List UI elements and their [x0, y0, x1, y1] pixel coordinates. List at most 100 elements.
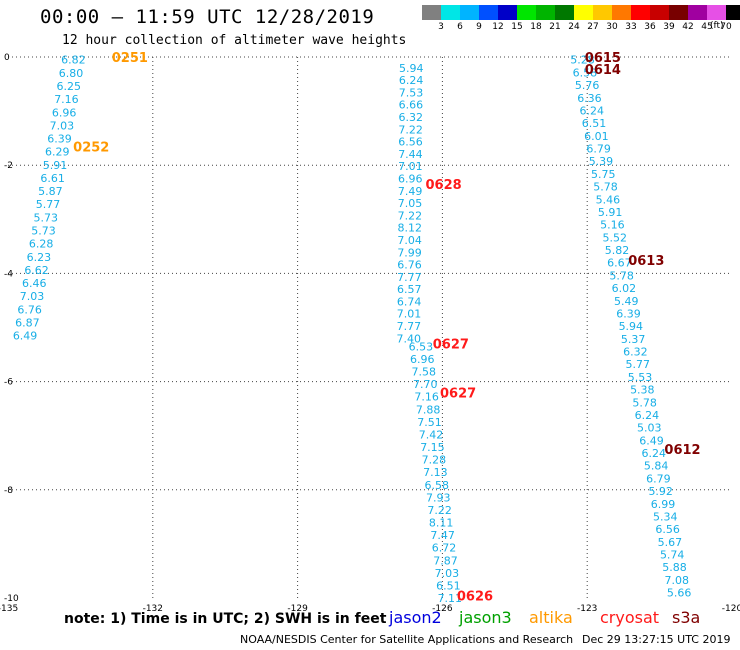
wave-height-value: 7.22 — [427, 504, 452, 517]
wave-height-value: 6.56 — [655, 523, 680, 536]
wave-height-value: 7.58 — [412, 366, 437, 379]
wave-height-value: 5.66 — [667, 587, 692, 600]
wave-height-value: 5.53 — [628, 371, 653, 384]
color-scale-label: 42 — [682, 22, 694, 32]
wave-height-value: 7.93 — [426, 491, 451, 504]
wave-height-value: 6.39 — [47, 133, 72, 146]
wave-height-value: 6.79 — [586, 143, 611, 156]
wave-height-value: 6.24 — [635, 409, 660, 422]
wave-height-value: 7.03 — [50, 119, 75, 132]
color-swatch — [441, 5, 460, 20]
wave-height-value: 7.16 — [414, 391, 439, 404]
pass-time-label: 0627 — [433, 338, 469, 353]
wave-height-value: 5.77 — [36, 198, 61, 211]
wave-height-value: 7.22 — [398, 123, 423, 136]
wave-height-value: 7.28 — [422, 454, 447, 467]
wave-height-value: 8.11 — [429, 517, 454, 530]
wave-height-value: 7.99 — [397, 246, 422, 259]
wave-height-value: 5.74 — [660, 549, 685, 562]
wave-height-value: 6.58 — [573, 66, 598, 79]
color-swatch — [498, 5, 517, 20]
color-swatch — [460, 5, 479, 20]
wave-height-value: 5.03 — [637, 422, 662, 435]
wave-height-value: 6.39 — [616, 307, 641, 320]
wave-height-value: 7.03 — [435, 567, 460, 580]
color-scale-label: 70 — [720, 22, 732, 32]
wave-height-value: 5.73 — [34, 211, 59, 224]
wave-height-value: 7.03 — [20, 290, 45, 303]
wave-height-value: 6.96 — [398, 172, 423, 185]
wave-height-value: 7.01 — [397, 308, 422, 321]
x-tick-label: -120 — [722, 604, 740, 614]
color-scale-label: 3 — [438, 22, 444, 32]
wave-height-value: 6.36 — [577, 92, 602, 105]
wave-height-value: 7.01 — [398, 160, 423, 173]
wave-height-value: 6.57 — [397, 283, 422, 296]
satellite-legend-item: altika — [529, 608, 573, 627]
color-swatch — [479, 5, 498, 20]
wave-height-value: 6.62 — [24, 264, 49, 277]
color-swatch — [688, 5, 707, 20]
y-tick-label: -8 — [4, 486, 13, 496]
wave-height-value: 6.76 — [17, 303, 42, 316]
wave-height-value: 5.77 — [625, 358, 650, 371]
wave-height-value: 6.32 — [623, 346, 648, 359]
wave-height-value: 6.46 — [22, 277, 47, 290]
color-scale-label: 18 — [530, 22, 542, 32]
wave-height-value: 6.56 — [398, 136, 423, 149]
color-swatch — [631, 5, 650, 20]
color-swatch — [707, 5, 726, 20]
wave-height-value: 7.49 — [398, 185, 423, 198]
wave-height-value: 7.88 — [416, 403, 441, 416]
pass-time-label: 0628 — [426, 178, 462, 193]
wave-height-value: 6.87 — [15, 316, 40, 329]
x-tick-label: -123 — [577, 604, 597, 614]
wave-height-value: 6.24 — [399, 74, 424, 87]
wave-height-value: 7.47 — [430, 529, 455, 542]
wave-height-value: 6.23 — [27, 251, 51, 264]
wave-height-value: 5.91 — [43, 159, 68, 172]
wave-height-value: 5.78 — [632, 396, 657, 409]
footnote: note: 1) Time is in UTC; 2) SWH is in fe… — [64, 611, 387, 627]
wave-height-value: 6.74 — [397, 295, 422, 308]
y-tick-label: -2 — [4, 161, 13, 171]
wave-height-value: 7.77 — [397, 271, 422, 284]
page-title: 00:00 – 11:59 UTC 12/28/2019 — [40, 6, 375, 28]
color-scale-label: 24 — [568, 22, 580, 32]
wave-height-value: 6.51 — [436, 579, 461, 592]
wave-height-value: 7.42 — [419, 428, 444, 441]
wave-height-value: 5.39 — [589, 155, 614, 168]
wave-height-value: 5.94 — [399, 62, 424, 75]
wave-height-value: 7.11 — [438, 592, 463, 605]
wave-height-value: 6.29 — [45, 146, 69, 159]
wave-height-value: 6.25 — [56, 80, 80, 93]
wave-height-value: 6.51 — [582, 117, 607, 130]
y-tick-label: 0 — [4, 53, 10, 63]
wave-height-value: 6.96 — [410, 353, 435, 366]
wave-height-value: 5.52 — [602, 231, 627, 244]
satellite-legend-item: jason2 — [389, 608, 442, 627]
color-swatch — [536, 5, 555, 20]
pass-time-label: 0612 — [664, 443, 700, 458]
color-scale-label: 21 — [549, 22, 561, 32]
wave-height-value: 7.05 — [398, 197, 423, 210]
pass-time-label: 0251 — [112, 51, 148, 66]
wave-height-value: 6.24 — [642, 447, 667, 460]
y-tick-label: -6 — [4, 378, 13, 388]
wave-height-value: 6.49 — [639, 434, 664, 447]
wave-height-value: 7.87 — [433, 554, 458, 567]
color-swatch — [726, 5, 740, 20]
wave-height-value: 6.32 — [399, 111, 424, 124]
wave-height-value: 6.72 — [432, 542, 457, 555]
page-subtitle: 12 hour collection of altimeter wave hei… — [62, 33, 407, 48]
wave-height-value: 7.04 — [397, 234, 422, 247]
satellite-legend-item: cryosat — [600, 608, 660, 627]
wave-height-value: 5.37 — [621, 333, 646, 346]
wave-height-value: 6.49 — [13, 330, 38, 343]
wave-height-value: 7.44 — [398, 148, 423, 161]
wave-height-value: 6.96 — [52, 106, 77, 119]
wave-height-value: 6.24 — [580, 104, 605, 117]
wave-height-value: 7.13 — [423, 466, 448, 479]
wave-height-value: 7.77 — [397, 320, 422, 333]
